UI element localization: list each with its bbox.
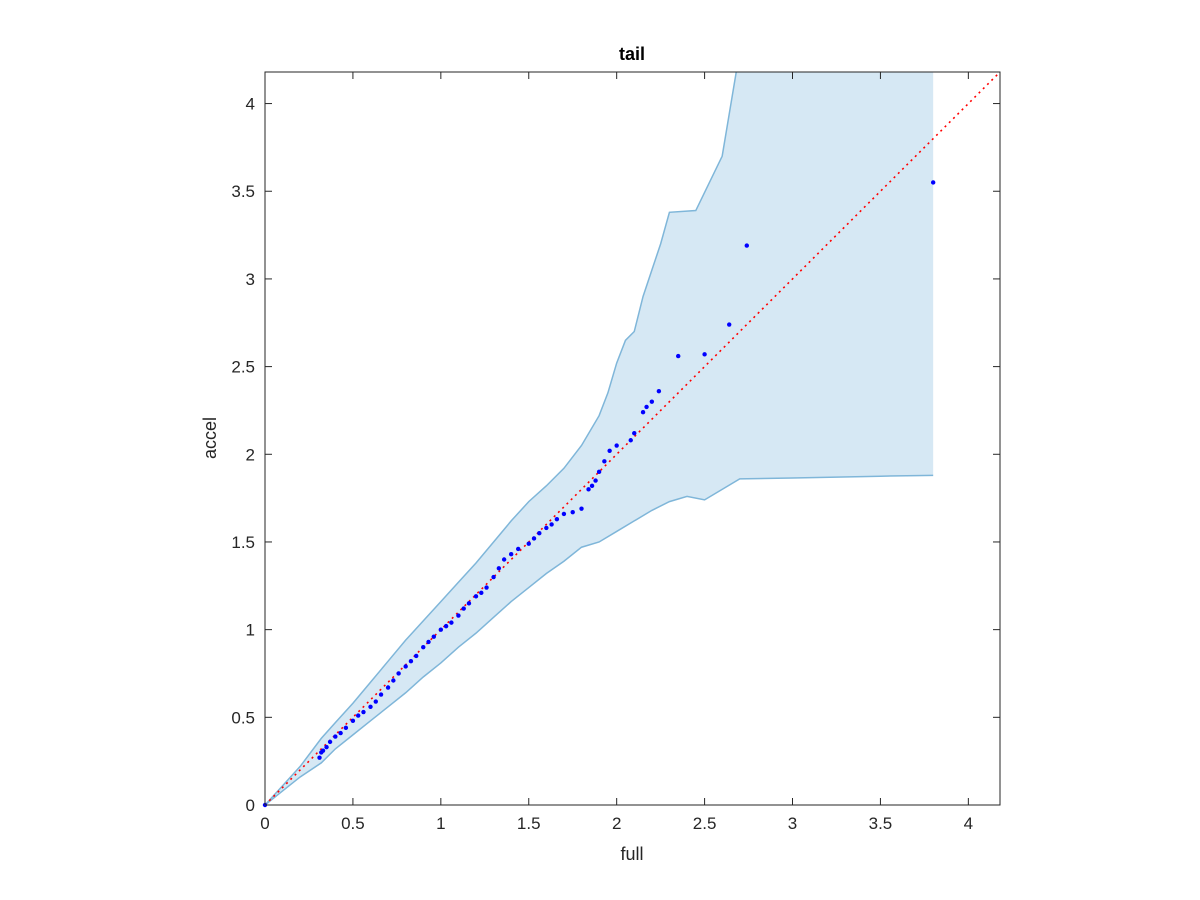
data-point (614, 443, 619, 448)
data-point (385, 685, 391, 690)
data-point (702, 352, 707, 357)
data-point (602, 459, 607, 464)
data-points-layer (262, 180, 936, 808)
data-point (496, 566, 502, 571)
data-point (426, 639, 431, 645)
data-point (333, 734, 338, 739)
data-point (727, 322, 732, 327)
data-point (554, 516, 560, 522)
y-tick-label: 2 (246, 445, 255, 464)
axes-layer (264, 71, 1001, 806)
data-point (744, 243, 749, 248)
data-point (593, 478, 598, 483)
confidence-band-layer (264, 71, 934, 806)
x-tick-label: 4 (964, 814, 973, 833)
reference-line (264, 71, 1001, 806)
data-point (396, 671, 401, 676)
x-tick-label: 3.5 (869, 814, 893, 833)
data-point (589, 483, 595, 489)
data-point (501, 557, 507, 562)
data-point (338, 730, 343, 736)
data-point (368, 704, 373, 709)
data-point (676, 353, 681, 359)
x-tick-label: 3 (788, 814, 797, 833)
axes-box (264, 71, 1001, 806)
data-point (408, 659, 414, 664)
x-tick-label: 1 (436, 814, 445, 833)
data-point (431, 634, 437, 639)
y-tick-label: 3 (246, 270, 255, 289)
data-point (317, 755, 322, 760)
data-point (391, 678, 396, 683)
tick-labels-layer: 0 0.5 1 1.5 2 2.5 3 3.5 4 0 0.5 1 1.5 2 2.5 3 3.5 4 (231, 95, 973, 833)
data-point (632, 431, 637, 436)
data-point (491, 574, 496, 580)
data-point (628, 438, 633, 443)
x-tick-label: 0.5 (341, 814, 365, 833)
data-point (656, 388, 662, 394)
x-axis-label: full (620, 844, 643, 864)
data-point (320, 748, 326, 753)
data-point (607, 448, 612, 453)
y-tick-label: 0 (246, 796, 255, 815)
data-point (378, 692, 384, 697)
data-point (570, 509, 575, 515)
data-point (544, 525, 549, 531)
data-point (586, 487, 591, 492)
y-tick-label: 1.5 (231, 533, 255, 552)
data-point (930, 180, 936, 185)
y-tick-label: 0.5 (231, 708, 255, 727)
x-tick-label: 1.5 (517, 814, 541, 833)
data-point (421, 644, 426, 650)
data-point (443, 623, 449, 629)
data-point (531, 536, 537, 541)
data-point (466, 601, 472, 606)
x-tick-label: 2.5 (693, 814, 717, 833)
y-tick-label: 4 (246, 95, 255, 114)
data-point (449, 620, 454, 625)
data-point (461, 606, 466, 611)
data-point (549, 522, 554, 527)
x-tick-label: 2 (612, 814, 621, 833)
data-point (516, 546, 521, 552)
data-point (579, 506, 584, 511)
y-axis-label: accel (200, 417, 220, 459)
data-point (644, 404, 649, 410)
chart-title: tail (619, 44, 645, 64)
confidence-band-upper-edge (264, 71, 737, 806)
data-point (403, 664, 408, 669)
data-point (537, 530, 542, 536)
data-point (526, 541, 531, 546)
data-point (508, 552, 514, 557)
data-point (343, 725, 349, 731)
confidence-band-fill (265, 72, 934, 805)
data-point (350, 718, 356, 724)
data-point (361, 709, 366, 715)
x-tick-label: 0 (260, 814, 269, 833)
data-point (561, 511, 567, 517)
data-point (355, 713, 361, 718)
data-point (484, 585, 489, 590)
y-tick-label: 2.5 (231, 358, 255, 377)
data-point (473, 594, 479, 599)
data-point (373, 699, 378, 704)
y-tick-label: 1 (246, 621, 255, 640)
data-point (438, 627, 444, 632)
data-point (640, 409, 646, 415)
data-point (414, 653, 419, 659)
data-point (456, 613, 461, 618)
data-point (596, 469, 602, 475)
reference-line-layer (264, 71, 1001, 806)
data-point (324, 744, 329, 750)
y-tick-label: 3.5 (231, 182, 255, 201)
data-point (479, 590, 484, 596)
data-point (327, 739, 333, 745)
confidence-band-lower-edge (264, 474, 934, 806)
data-point (649, 399, 655, 404)
